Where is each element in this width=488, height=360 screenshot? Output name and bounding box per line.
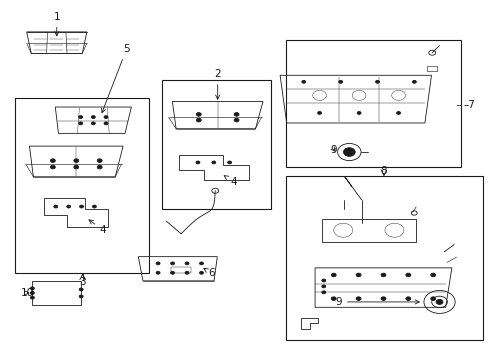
Bar (161, 80, 271, 209)
Text: 10: 10 (21, 288, 34, 298)
Circle shape (321, 291, 325, 294)
Circle shape (211, 161, 215, 164)
Bar (285, 176, 483, 339)
Circle shape (30, 287, 34, 290)
Circle shape (301, 80, 305, 83)
Circle shape (199, 271, 203, 274)
Circle shape (79, 288, 83, 291)
Text: 3: 3 (79, 277, 86, 287)
Circle shape (97, 165, 102, 169)
Circle shape (91, 122, 95, 125)
Circle shape (234, 113, 239, 116)
Circle shape (396, 112, 400, 114)
Text: 4: 4 (89, 220, 106, 235)
Circle shape (199, 262, 203, 265)
Circle shape (321, 285, 325, 288)
Circle shape (405, 273, 410, 277)
Text: 8: 8 (380, 166, 386, 176)
Circle shape (355, 297, 360, 301)
Circle shape (66, 205, 70, 208)
Circle shape (355, 273, 360, 277)
Circle shape (321, 279, 325, 282)
Circle shape (79, 122, 82, 125)
Circle shape (50, 165, 55, 169)
Circle shape (330, 273, 335, 277)
Bar (171, 267, 191, 273)
Circle shape (92, 205, 96, 208)
Circle shape (380, 273, 385, 277)
Text: 1: 1 (53, 12, 60, 36)
Circle shape (330, 297, 335, 301)
Circle shape (356, 112, 360, 114)
Circle shape (74, 165, 79, 169)
Circle shape (79, 116, 82, 118)
Circle shape (430, 297, 435, 301)
Text: –7: –7 (463, 100, 475, 110)
Circle shape (54, 205, 58, 208)
Circle shape (79, 295, 83, 298)
Text: 9: 9 (335, 297, 418, 307)
Circle shape (435, 300, 442, 305)
Circle shape (234, 118, 239, 122)
Circle shape (80, 205, 83, 208)
Circle shape (170, 262, 174, 265)
Circle shape (74, 159, 79, 162)
Circle shape (97, 159, 102, 162)
Circle shape (375, 80, 379, 83)
Text: 2: 2 (214, 69, 221, 99)
Circle shape (156, 262, 160, 265)
Circle shape (156, 271, 160, 274)
Circle shape (50, 159, 55, 162)
Circle shape (170, 271, 174, 274)
Circle shape (184, 271, 188, 274)
Circle shape (411, 80, 415, 83)
Circle shape (91, 116, 95, 118)
Circle shape (227, 161, 231, 164)
Circle shape (196, 113, 201, 116)
Circle shape (184, 262, 188, 265)
Circle shape (30, 296, 34, 299)
Circle shape (380, 297, 385, 301)
Text: 9: 9 (330, 144, 336, 154)
Circle shape (196, 161, 200, 164)
Circle shape (405, 297, 410, 301)
Bar (15, 98, 149, 273)
Text: 6: 6 (203, 268, 214, 278)
Bar (285, 40, 461, 167)
Circle shape (317, 112, 321, 114)
Text: 5: 5 (102, 44, 129, 113)
Circle shape (338, 80, 342, 83)
Circle shape (30, 292, 34, 294)
Circle shape (104, 122, 108, 125)
Text: 4: 4 (224, 176, 236, 187)
Circle shape (430, 273, 435, 277)
Circle shape (196, 118, 201, 122)
Circle shape (104, 116, 108, 118)
Circle shape (343, 148, 354, 156)
